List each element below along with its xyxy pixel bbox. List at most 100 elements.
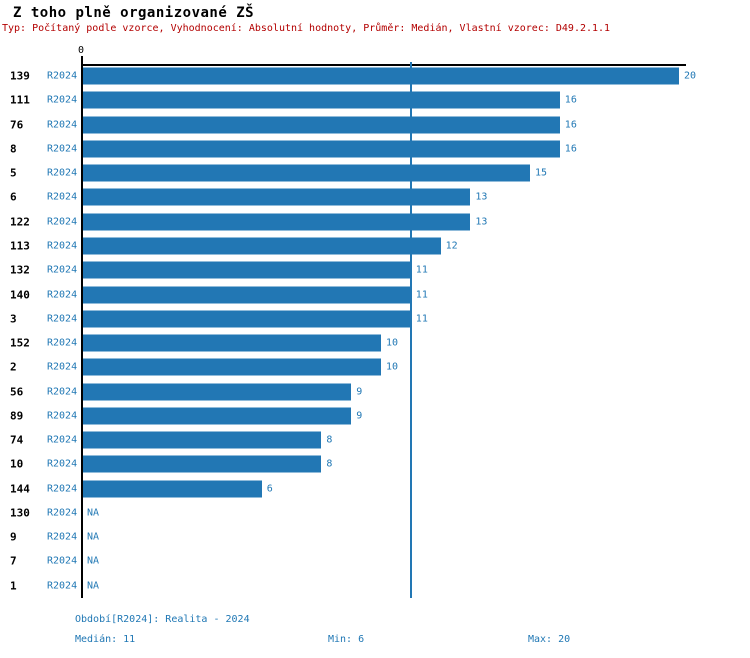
bar-value-label: 10 bbox=[386, 361, 399, 373]
bar-value-label: 16 bbox=[564, 143, 577, 155]
row-category-label: 2 bbox=[10, 360, 17, 374]
table-row: 3 R2024 11 bbox=[0, 307, 750, 331]
footer-max-label: Max: 20 bbox=[528, 634, 571, 645]
row-series-label: R2024 bbox=[47, 70, 78, 82]
row-category-label: 1 bbox=[10, 579, 17, 593]
row-series-label: R2024 bbox=[47, 410, 78, 422]
table-row: 76 R2024 16 bbox=[0, 113, 750, 137]
bar[interactable] bbox=[83, 480, 262, 498]
x-axis-line bbox=[82, 64, 686, 66]
bar-value-label: 16 bbox=[564, 94, 577, 106]
bar-value-label: 12 bbox=[445, 240, 458, 252]
bar-value-label: 9 bbox=[356, 410, 363, 422]
bar-value-label: 9 bbox=[356, 386, 363, 398]
x-axis-zero-tick-label: 0 bbox=[78, 45, 85, 56]
table-row: 113 R2024 12 bbox=[0, 234, 750, 258]
bar-value-label: 20 bbox=[684, 70, 697, 82]
row-category-label: 10 bbox=[10, 457, 24, 471]
row-category-label: 3 bbox=[10, 312, 17, 326]
bar-value-label: 11 bbox=[415, 264, 428, 276]
bar[interactable] bbox=[83, 140, 560, 158]
bar[interactable] bbox=[83, 407, 352, 425]
y-axis-line bbox=[81, 64, 83, 598]
x-axis-zero-tick-mark bbox=[81, 56, 83, 64]
bar-value-label: 10 bbox=[386, 337, 399, 349]
row-category-label: 89 bbox=[10, 409, 24, 423]
bar[interactable] bbox=[83, 188, 471, 206]
chart-subtitle: Typ: Počítaný podle vzorce, Vyhodnocení:… bbox=[2, 23, 611, 34]
rows: 139 R2024 20 111 R2024 16 76 R2024 16 8 R2024 16 5 R2… bbox=[0, 64, 750, 598]
row-category-label: 111 bbox=[10, 93, 30, 107]
bar[interactable] bbox=[83, 431, 322, 449]
bar-value-label: NA bbox=[87, 555, 100, 567]
row-series-label: R2024 bbox=[47, 240, 78, 252]
bar[interactable] bbox=[83, 358, 381, 376]
row-category-label: 132 bbox=[10, 263, 30, 277]
bar[interactable] bbox=[83, 164, 530, 182]
footer-median-label: Medián: 11 bbox=[75, 634, 136, 645]
table-row: 8 R2024 16 bbox=[0, 137, 750, 161]
bar[interactable] bbox=[83, 67, 679, 85]
table-row: 74 R2024 8 bbox=[0, 428, 750, 452]
bar[interactable] bbox=[83, 261, 411, 279]
row-series-label: R2024 bbox=[47, 191, 78, 203]
table-row: 9 R2024 NA bbox=[0, 525, 750, 549]
row-series-label: R2024 bbox=[47, 458, 78, 470]
row-series-label: R2024 bbox=[47, 386, 78, 398]
bar[interactable] bbox=[83, 91, 560, 109]
row-category-label: 74 bbox=[10, 433, 24, 447]
table-row: 6 R2024 13 bbox=[0, 185, 750, 209]
row-series-label: R2024 bbox=[47, 264, 78, 276]
row-category-label: 7 bbox=[10, 554, 17, 568]
bar[interactable] bbox=[83, 334, 381, 352]
bar-value-label: NA bbox=[87, 531, 100, 543]
table-row: 111 R2024 16 bbox=[0, 88, 750, 112]
table-row: 139 R2024 20 bbox=[0, 64, 750, 88]
row-category-label: 139 bbox=[10, 69, 30, 83]
row-series-label: R2024 bbox=[47, 555, 78, 567]
row-category-label: 122 bbox=[10, 215, 30, 229]
row-series-label: R2024 bbox=[47, 94, 78, 106]
table-row: 89 R2024 9 bbox=[0, 404, 750, 428]
table-row: 132 R2024 11 bbox=[0, 258, 750, 282]
row-category-label: 152 bbox=[10, 336, 30, 350]
row-category-label: 144 bbox=[10, 482, 30, 496]
bar[interactable] bbox=[83, 455, 322, 473]
bar[interactable] bbox=[83, 116, 560, 134]
table-row: 122 R2024 13 bbox=[0, 210, 750, 234]
row-category-label: 140 bbox=[10, 288, 30, 302]
row-series-label: R2024 bbox=[47, 119, 78, 131]
row-series-label: R2024 bbox=[47, 361, 78, 373]
bar[interactable] bbox=[83, 383, 352, 401]
row-series-label: R2024 bbox=[47, 167, 78, 179]
table-row: 140 R2024 11 bbox=[0, 282, 750, 306]
row-category-label: 76 bbox=[10, 118, 24, 132]
bar-value-label: 13 bbox=[475, 216, 488, 228]
median-reference-line bbox=[409, 62, 412, 598]
row-series-label: R2024 bbox=[47, 580, 78, 592]
table-row: 130 R2024 NA bbox=[0, 501, 750, 525]
bar-value-label: 8 bbox=[326, 434, 333, 446]
row-category-label: 8 bbox=[10, 142, 17, 156]
row-series-label: R2024 bbox=[47, 337, 78, 349]
bar[interactable] bbox=[83, 237, 441, 255]
bar[interactable] bbox=[83, 310, 411, 328]
bar-value-label: NA bbox=[87, 507, 100, 519]
table-row: 2 R2024 10 bbox=[0, 355, 750, 379]
row-series-label: R2024 bbox=[47, 507, 78, 519]
bar[interactable] bbox=[83, 213, 471, 231]
bar[interactable] bbox=[83, 286, 411, 304]
footer-period-label: Období[R2024]: Realita - 2024 bbox=[75, 614, 250, 625]
bar-value-label: NA bbox=[87, 580, 100, 592]
bar-value-label: 8 bbox=[326, 458, 333, 470]
row-series-label: R2024 bbox=[47, 531, 78, 543]
row-category-label: 113 bbox=[10, 239, 30, 253]
table-row: 1 R2024 NA bbox=[0, 574, 750, 598]
row-category-label: 9 bbox=[10, 530, 17, 544]
table-row: 5 R2024 15 bbox=[0, 161, 750, 185]
row-series-label: R2024 bbox=[47, 483, 78, 495]
row-category-label: 6 bbox=[10, 190, 17, 204]
row-series-label: R2024 bbox=[47, 289, 78, 301]
row-series-label: R2024 bbox=[47, 434, 78, 446]
